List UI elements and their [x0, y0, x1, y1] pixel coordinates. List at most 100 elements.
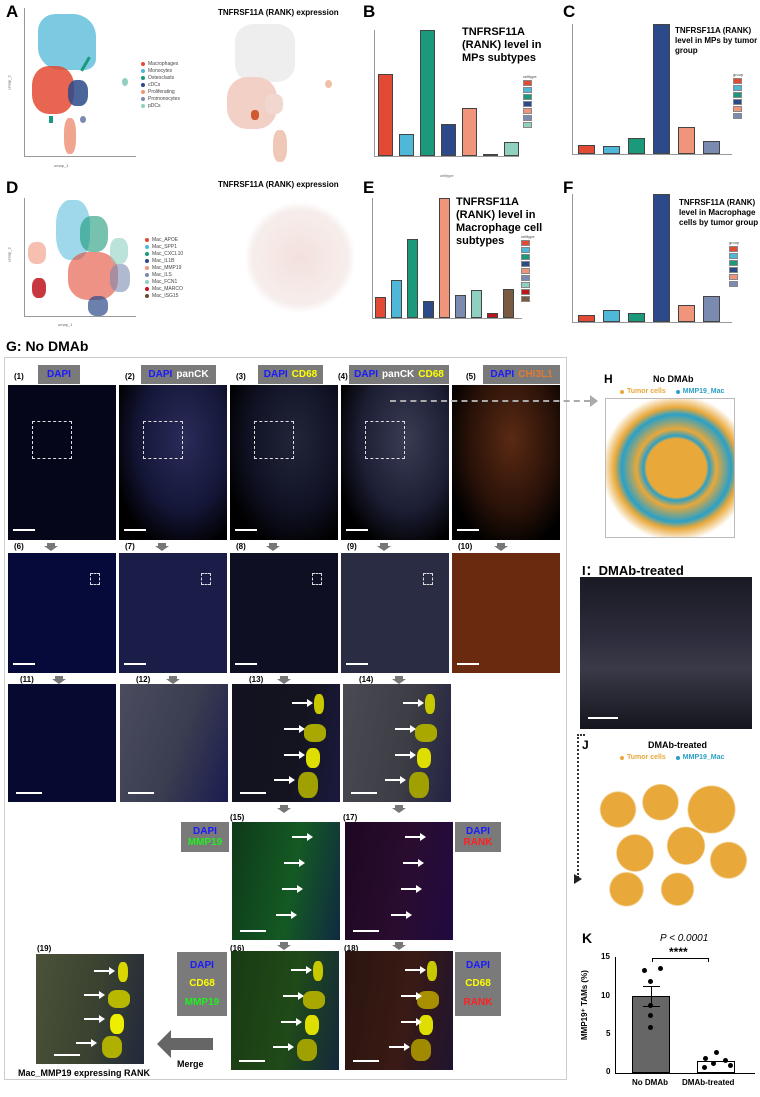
down-arrow-icon [277, 676, 291, 684]
tile-3-number: (3) [236, 372, 246, 381]
tile-4-stain-label: DAPI panCK CD68 [349, 365, 449, 384]
panel-a-label: A [6, 2, 19, 21]
feature-plot-a [215, 22, 355, 162]
tile-19-image [36, 954, 144, 1064]
down-arrow-icon [377, 543, 391, 551]
k-significance-stars: **** [669, 945, 688, 959]
down-arrow-icon [277, 805, 291, 813]
tile-16-stain-label: DAPI CD68 MMP19 [177, 952, 227, 1016]
tile-7-image [119, 553, 227, 673]
tile-11-number: (11) [20, 675, 34, 684]
tile-2-stain-label: DAPI panCK [141, 365, 216, 384]
tile-14-number: (14) [359, 675, 374, 684]
chart-b-legend: celltype [523, 74, 537, 128]
down-arrow-icon [392, 805, 406, 813]
chart-e-legend: celltype [521, 234, 535, 302]
tile-8-number: (8) [236, 542, 246, 551]
tile-17-number: (17) [343, 813, 358, 822]
umap-a-plot [24, 8, 136, 158]
down-arrow-icon [266, 543, 280, 551]
umap-d-plot [24, 198, 136, 317]
chart-f [572, 194, 732, 323]
chart-e-title: TNFRSF11A (RANK) level in Macrophage cel… [456, 196, 543, 247]
feature-d-title: TNFRSF11A (RANK) expression [218, 180, 339, 189]
spatial-map-j [584, 766, 754, 911]
down-arrow-icon [277, 942, 291, 950]
panel-j-title: DMAb-treated [648, 740, 708, 750]
chart-e [372, 198, 522, 319]
tile-15-image [232, 822, 340, 940]
chart-c [572, 24, 732, 155]
umap-a-ylabel: umap_2 [6, 75, 12, 90]
panel-g-frame [4, 357, 567, 1080]
down-arrow-icon [155, 543, 169, 551]
chart-b-title: TNFRSF11A (RANK) level in MPs subtypes [462, 26, 542, 64]
tile-2-image [119, 385, 227, 540]
k-xlabel-no-dmab: No DMAb [632, 1078, 668, 1087]
i-j-link-dotted-top [577, 734, 585, 736]
h-link-dashed-arrow [390, 400, 590, 402]
down-arrow-icon [44, 543, 58, 551]
panel-h-legend: Tumor cells MMP19_Mac [620, 388, 724, 395]
spatial-map-h [605, 398, 735, 538]
panel-j-legend: Tumor cells MMP19_Mac [620, 754, 724, 761]
down-arrow-icon [392, 942, 406, 950]
tile-12-number: (12) [136, 675, 151, 684]
tile-5-number: (5) [466, 372, 476, 381]
tile-6-image [8, 553, 116, 673]
tile-4-image [341, 385, 449, 540]
umap-a-xlabel: umap_1 [54, 163, 69, 168]
umap-d-ylabel: umap_2 [6, 247, 12, 262]
panel-b-label: B [363, 2, 376, 21]
down-arrow-icon [166, 676, 180, 684]
chart-f-legend: group [729, 240, 740, 287]
feature-plot-d [245, 200, 355, 315]
tile-5-image [452, 385, 560, 540]
i-j-link-dotted-line [577, 734, 579, 878]
tile-4-number: (4) [338, 372, 348, 381]
panel-i-label: I：DMAb-treated [582, 563, 684, 578]
chart-b [374, 30, 519, 157]
tile-19-caption: Mac_MMP19 expressing RANK [18, 1068, 151, 1078]
k-ylabel: MMP19⁺ TAMs (%) [580, 970, 589, 1040]
h-link-arrow-head-icon [590, 395, 598, 407]
panel-c-label: C [563, 2, 576, 21]
tile-13-number: (13) [249, 675, 264, 684]
i-j-arrow-head-icon [574, 874, 582, 884]
tile-1-image [8, 385, 116, 540]
tile-10-image [452, 553, 560, 673]
tile-9-image [341, 553, 449, 673]
tile-11-image [8, 684, 116, 802]
panel-h-title: No DMAb [653, 374, 694, 384]
tile-18-number: (18) [344, 944, 359, 953]
tile-7-number: (7) [125, 542, 135, 551]
down-arrow-icon [494, 543, 508, 551]
tile-15-stain-label: DAPI MMP19 [181, 822, 229, 852]
umap-a-legend: Macrophages Monocytes Osteoclasts cDCs P… [141, 60, 180, 109]
tile-14-image [343, 684, 451, 802]
tile-3-image [230, 385, 338, 540]
tile-9-number: (9) [347, 542, 357, 551]
chart-c-title: TNFRSF11A (RANK) level in MPs by tumor g… [675, 26, 758, 55]
panel-i-image [580, 577, 752, 729]
tile-1-number: (1) [14, 372, 24, 381]
tile-16-number: (16) [230, 944, 245, 953]
tile-3-stain-label: DAPI CD68 [258, 365, 323, 384]
panel-g-label: G: No DMAb [6, 338, 89, 354]
tile-18-stain-label: DAPI CD68 RANK [455, 952, 501, 1016]
tile-12-image [120, 684, 228, 802]
tile-1-stain-label: DAPI [38, 365, 80, 384]
chart-c-legend: group [733, 72, 744, 119]
tile-13-image [232, 684, 340, 802]
chart-k: 15 10 5 0 [601, 952, 755, 1076]
tile-6-number: (6) [14, 542, 24, 551]
panel-h-label: H [604, 372, 613, 386]
tile-2-number: (2) [125, 372, 135, 381]
merge-arrow-icon [157, 1030, 213, 1058]
down-arrow-icon [392, 676, 406, 684]
chart-b-xlabel: celltype [440, 173, 454, 178]
panel-k-label: K [582, 930, 593, 946]
panel-j-label: J [582, 738, 589, 752]
tile-16-image [231, 951, 339, 1070]
k-xlabel-dmab-treated: DMAb-treated [682, 1078, 735, 1087]
